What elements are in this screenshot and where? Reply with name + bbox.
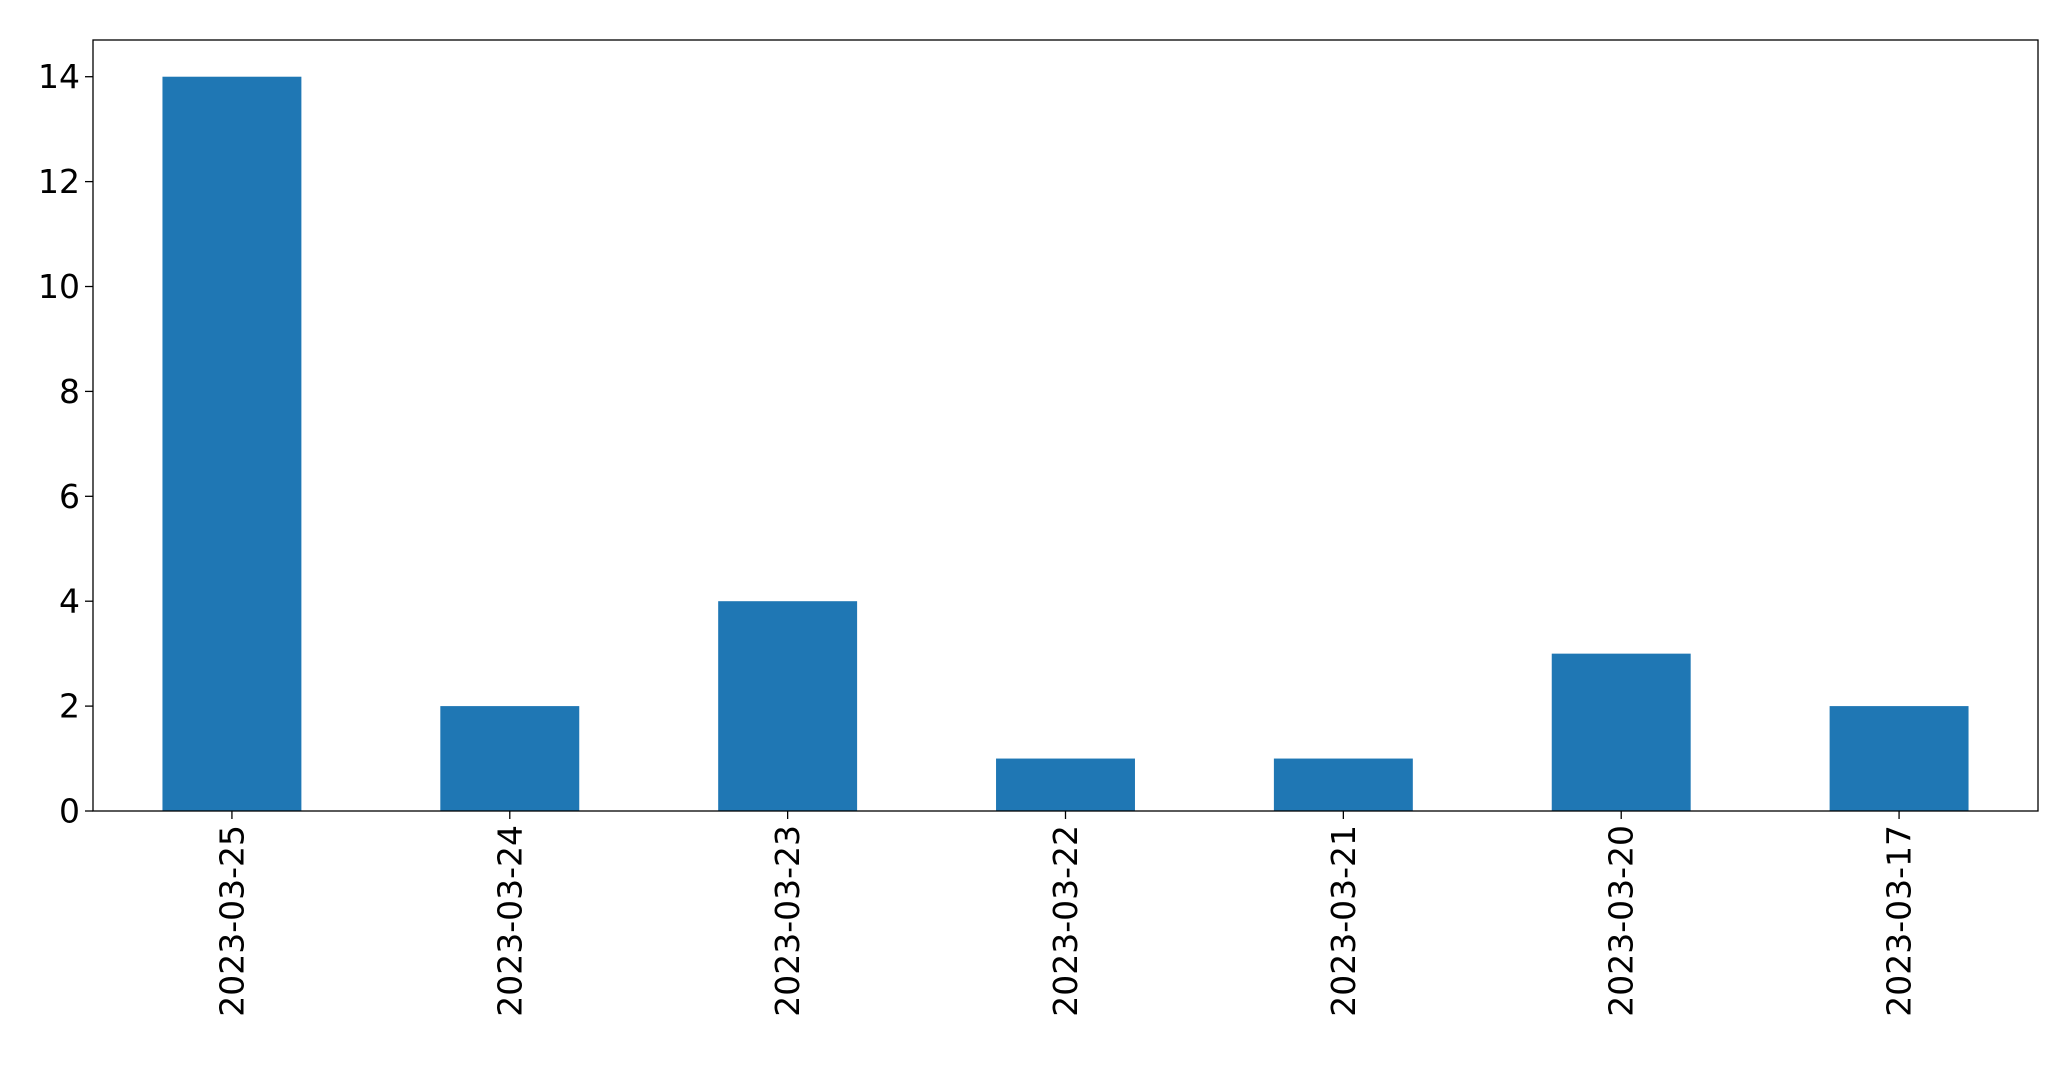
bar-2023-03-25 [162, 76, 302, 811]
y-tick-label: 10 [38, 267, 80, 306]
y-tick-label: 14 [38, 57, 80, 96]
y-tick-label: 0 [59, 792, 80, 831]
x-tick-label: 2023-03-23 [768, 825, 807, 1017]
bar-2023-03-24 [440, 706, 580, 811]
bar-2023-03-20 [1551, 653, 1691, 811]
y-axis: 0 2 4 6 8 10 12 14 [38, 57, 93, 831]
x-tick-label: 2023-03-25 [212, 825, 251, 1017]
bar-2023-03-17 [1829, 706, 1969, 811]
bar-2023-03-21 [1273, 758, 1413, 811]
y-tick-label: 8 [59, 372, 80, 411]
y-tick-label: 2 [59, 687, 80, 726]
x-axis: 2023-03-25 2023-03-24 2023-03-23 2023-03-22… [212, 811, 1919, 1017]
y-tick-label: 12 [38, 162, 80, 201]
x-tick-label: 2023-03-17 [1880, 825, 1919, 1017]
bars-group [162, 76, 1969, 811]
bar-2023-03-22 [996, 758, 1135, 811]
x-tick-label: 2023-03-20 [1602, 825, 1641, 1017]
x-tick-label: 2023-03-24 [490, 825, 529, 1017]
bar-2023-03-23 [718, 601, 858, 811]
x-tick-label: 2023-03-21 [1324, 825, 1363, 1017]
y-tick-label: 4 [59, 582, 80, 621]
y-tick-label: 6 [59, 477, 80, 516]
x-tick-label: 2023-03-22 [1046, 825, 1085, 1017]
plot-frame [92, 39, 2039, 812]
